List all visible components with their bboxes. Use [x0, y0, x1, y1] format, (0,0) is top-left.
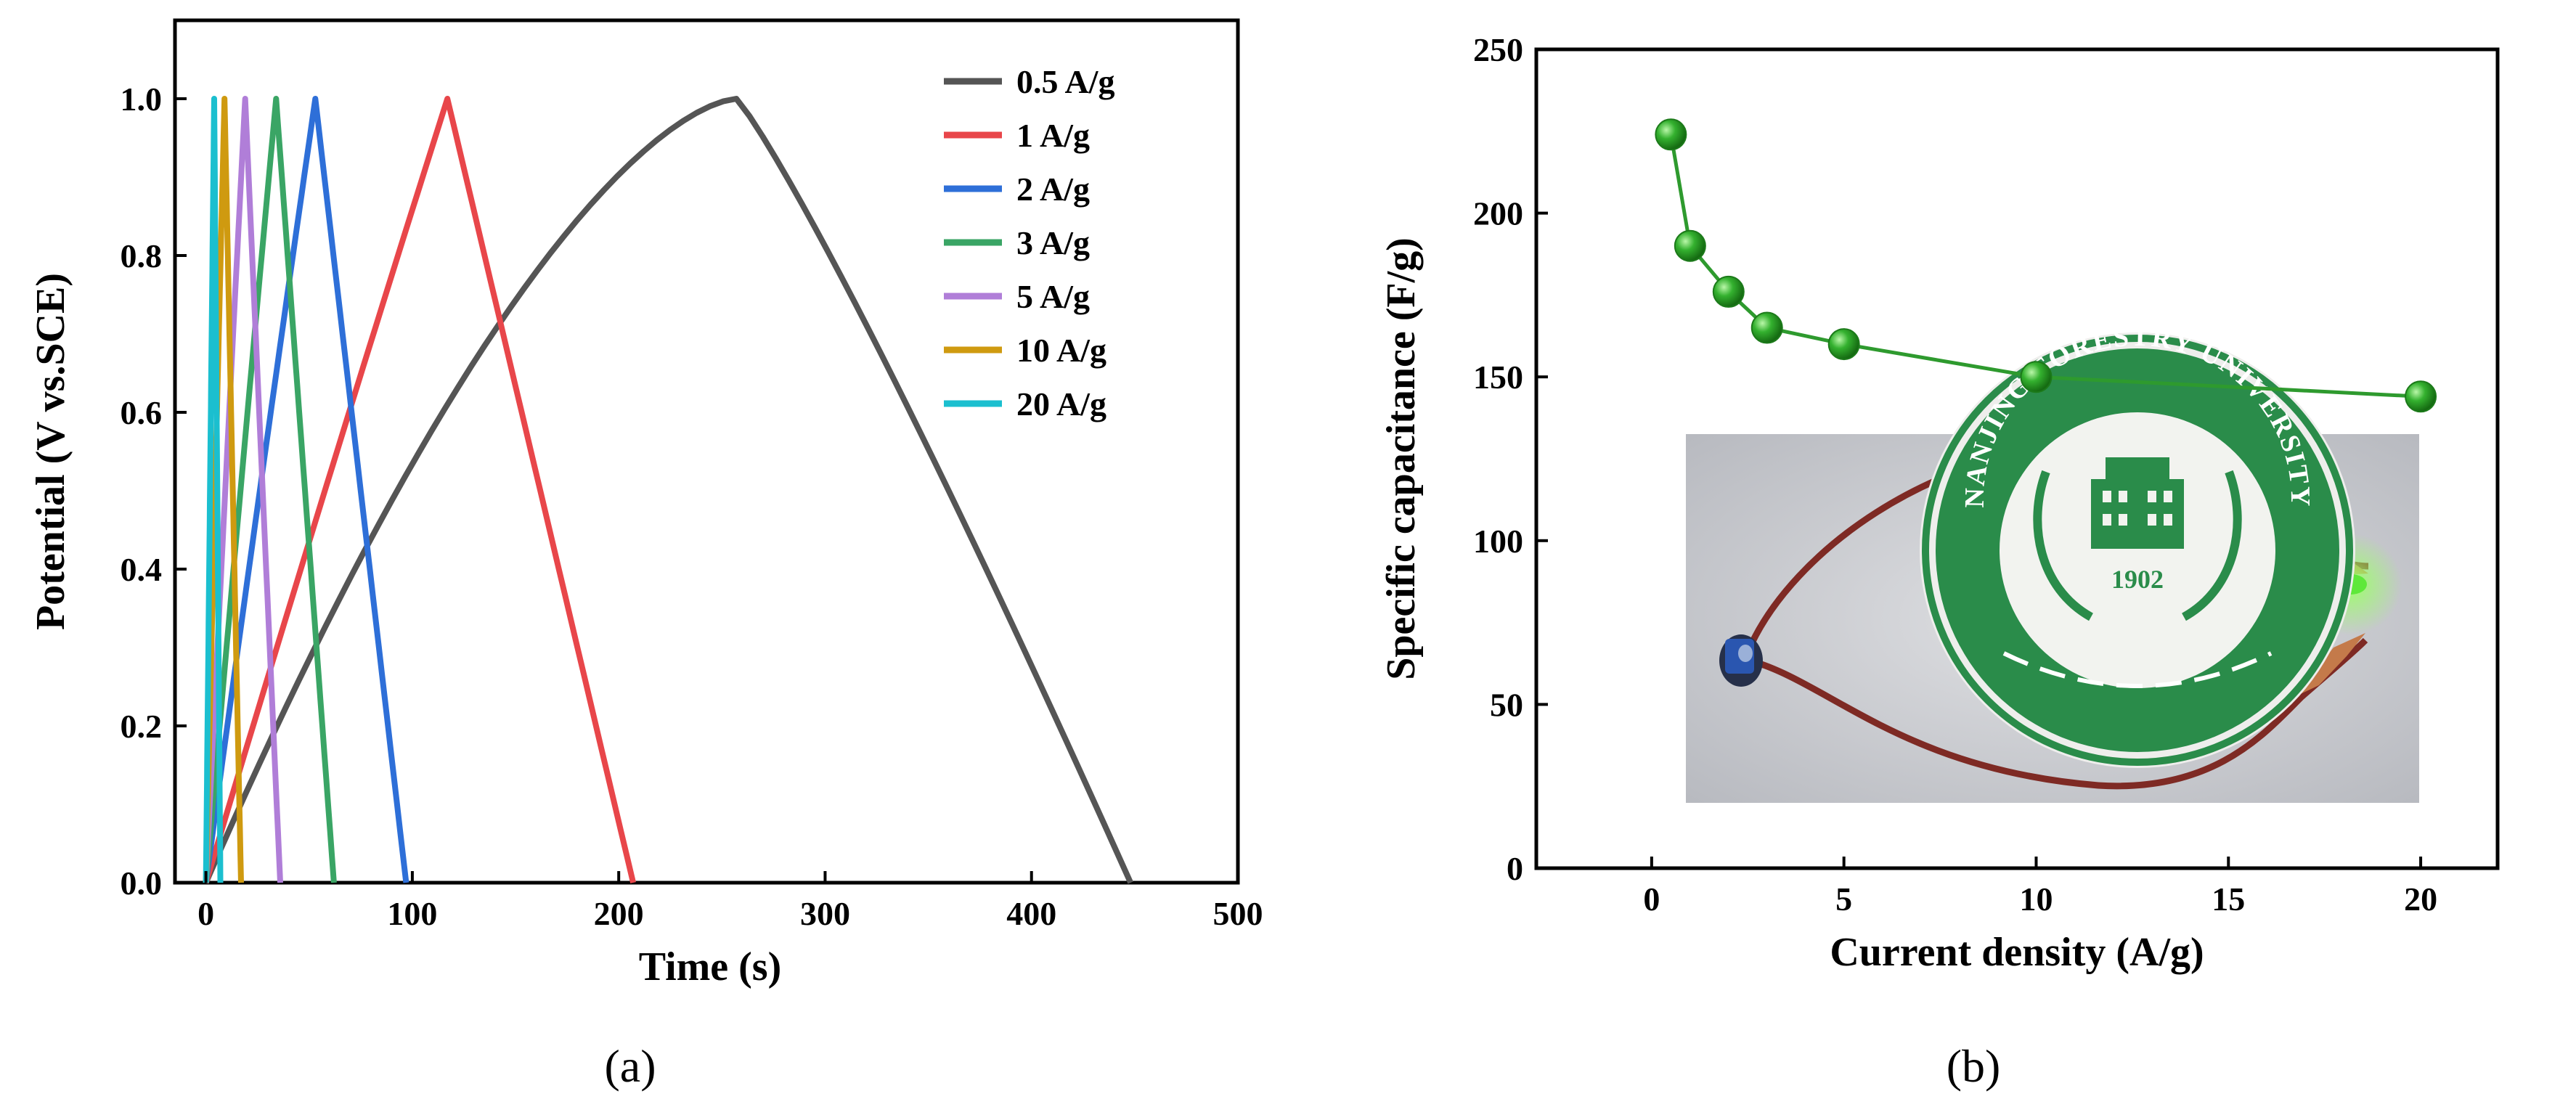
panel-b-capacitance-chart: NANJING FORESTRY UNIVERSITY 1902 [1379, 31, 2500, 1092]
panel-a-x-tick-label: 200 [594, 895, 644, 932]
panel-b-data-point [1674, 229, 1706, 262]
panel-b-x-tick-label: 15 [2212, 881, 2245, 918]
panel-b-y-tick-label: 150 [1473, 359, 1523, 396]
panel-a-x-tick-label: 400 [1006, 895, 1056, 932]
panel-a-x-tick-label: 500 [1213, 895, 1263, 932]
panel-b-y-tick-label: 250 [1473, 31, 1523, 68]
panel-a-series-line [203, 96, 224, 883]
panel-b-data-point [1655, 118, 1687, 151]
panel-a-legend-label: 5 A/g [1016, 278, 1090, 315]
panel-b-y-tick-label: 50 [1490, 686, 1523, 723]
panel-a-x-tick-label: 100 [387, 895, 437, 932]
panel-a-x-tick-label: 0 [197, 895, 214, 932]
panel-a-y-tick-label: 1.0 [121, 81, 163, 118]
panel-b-y-axis-label: Specific capacitance (F/g) [1379, 237, 1424, 680]
panel-a-x-ticks: 0 100 200 300 400 500 [197, 871, 1263, 932]
panel-a-x-axis-label: Time (s) [639, 944, 782, 989]
panel-a-label: (a) [604, 1040, 656, 1092]
panel-b-label: (b) [1947, 1040, 2001, 1092]
panel-a-legend-label: 2 A/g [1016, 171, 1090, 208]
panel-b-x-axis-label: Current density (A/g) [1830, 930, 2204, 975]
panel-a-plot-frame [173, 18, 1240, 885]
panel-a-series-line [203, 96, 337, 883]
panel-b-y-ticks: 0 50 100 150 200 250 [1473, 31, 1548, 887]
panel-a-y-tick-label: 0.4 [121, 551, 163, 588]
panel-b-x-ticks: 0 5 10 15 20 [1643, 857, 2437, 918]
panel-b-y-tick-label: 200 [1473, 195, 1523, 232]
panel-a-y-tick-label: 0.8 [121, 237, 163, 274]
panel-a-gcd-chart: 0 100 200 300 400 500 0.0 0.2 0.4 0.6 0.8 1.0 0.5 … [28, 18, 1263, 1092]
panel-a-legend-label: 10 A/g [1016, 332, 1106, 369]
panel-a-series-line [203, 96, 636, 884]
panel-b-data-point [1827, 328, 1860, 361]
panel-b-y-tick-label: 0 [1507, 850, 1523, 887]
panel-a-series-line [203, 96, 1133, 884]
panel-a-legend-label: 20 A/g [1016, 385, 1106, 422]
panel-a-y-tick-label: 0.0 [121, 865, 163, 902]
panel-b-x-tick-label: 5 [1835, 881, 1852, 918]
panel-b-x-tick-label: 10 [2019, 881, 2053, 918]
inset-coin-battery [1719, 634, 1763, 687]
panel-a-legend-label: 1 A/g [1016, 117, 1090, 154]
panel-b-data-point [1750, 311, 1783, 344]
panel-a-y-axis-label: Potential (V vs.SCE) [28, 273, 73, 630]
panel-b-x-tick-label: 20 [2404, 881, 2437, 918]
inset-led-photo: NANJING FORESTRY UNIVERSITY 1902 [1686, 322, 2419, 803]
panel-b-plot-frame [1534, 47, 2500, 870]
panel-b-x-tick-label: 0 [1643, 881, 1660, 918]
panel-a-curves [203, 96, 1133, 884]
panel-b-y-tick-label: 100 [1473, 523, 1523, 560]
panel-a-legend: 0.5 A/g 1 A/g 2 A/g 3 A/g 5 A/g 10 A/g 20 A/g [944, 63, 1114, 422]
panel-b-data-point [1712, 275, 1745, 308]
panel-a-series-line [203, 96, 244, 883]
panel-b-series [1655, 118, 2437, 413]
panel-a-y-ticks: 0.0 0.2 0.4 0.6 0.8 1.0 [121, 81, 187, 902]
panel-b-data-point [2020, 361, 2053, 393]
panel-a-legend-label: 0.5 A/g [1016, 63, 1114, 100]
panel-a-y-tick-label: 0.2 [121, 708, 163, 745]
panel-b-data-point [2405, 380, 2437, 413]
panel-a-x-tick-label: 300 [800, 895, 850, 932]
seal-year: 1902 [2111, 565, 2164, 594]
panel-a-legend-label: 3 A/g [1016, 224, 1090, 261]
panel-a-y-tick-label: 0.6 [121, 394, 163, 431]
